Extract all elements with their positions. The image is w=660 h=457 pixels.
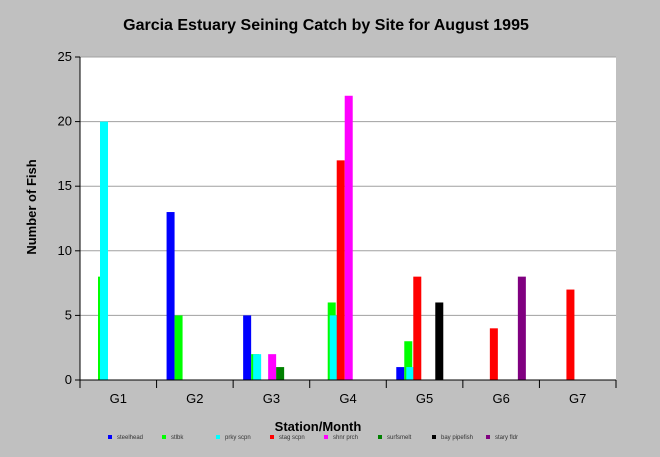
bar [404,341,413,380]
x-tick-label: G6 [492,391,509,406]
axes: 0 5 10 15 20 25 G1 G2 G3 G4 G5 G6 G7 [58,49,617,406]
y-tick-label: 20 [58,114,72,129]
legend-swatch [162,435,166,439]
y-tick-label: 15 [58,178,72,193]
bar [329,315,338,380]
y-axis-label: Number of Fish [24,159,39,254]
bar [174,315,183,380]
legend-label: stlbk [171,435,184,441]
y-tick-label: 25 [58,49,72,64]
y-tick-label: 10 [58,243,72,258]
bar [406,367,415,380]
legend-swatch [108,435,112,439]
y-tick-label: 0 [65,372,72,387]
bar [336,160,345,380]
legend-swatch [270,435,274,439]
bar [100,121,108,380]
legend-swatch [432,435,436,439]
bar [276,367,285,380]
bar [396,367,405,380]
legend-label: prky scpn [225,435,251,441]
chart-title: Garcia Estuary Seining Catch by Site for… [123,17,529,34]
legend-swatch [486,435,490,439]
bar [344,95,353,380]
x-axis-label: Station/Month [275,419,362,434]
legend-label: stag scpn [279,435,305,441]
legend-label: shnr prch [333,435,358,441]
bar [566,289,575,380]
x-tick-label: G7 [569,391,586,406]
y-tick-label: 5 [65,307,72,322]
bar [253,354,262,380]
legend-swatch [216,435,220,439]
bar [166,212,175,380]
bar [489,328,498,380]
legend-label: stary fldr [495,435,518,441]
bar [268,354,277,380]
bars [98,95,575,380]
legend-swatch [378,435,382,439]
bar [517,276,526,380]
bar [435,302,444,380]
legend: steelhead stlbk prky scpn stag scpn shnr prc… [108,435,518,441]
x-tick-label: G5 [416,391,433,406]
x-tick-label: G3 [263,391,280,406]
legend-swatch [324,435,328,439]
bar [413,276,422,380]
x-tick-label: G2 [186,391,203,406]
bar [243,315,252,380]
legend-label: steelhead [117,435,143,441]
x-tick-label: G4 [339,391,356,406]
x-tick-label: G1 [110,391,127,406]
legend-label: bay pipefish [441,435,473,441]
legend-label: surfsmelt [387,435,412,441]
